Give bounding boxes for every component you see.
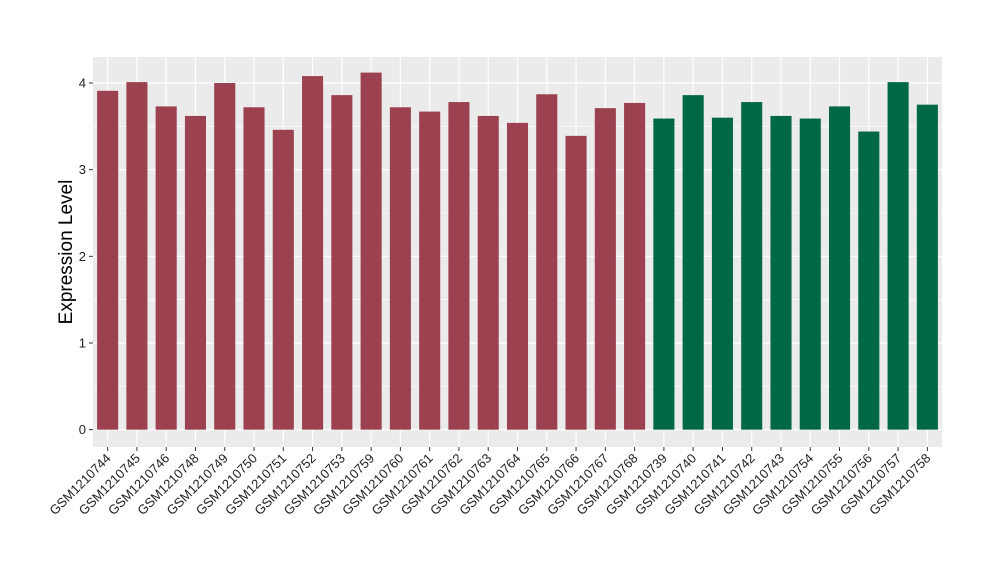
bar-gsm1210764 [506,122,529,430]
bar-gsm1210741 [711,117,733,430]
y-axis: 0 1 2 3 4 [79,76,93,437]
bar-gsm1210754 [799,118,821,430]
bar-gsm1210752 [302,76,324,430]
bar-gsm1210744 [97,90,119,430]
bar-gsm1210766 [565,135,587,430]
bar-gsm1210761 [419,111,441,430]
bars [97,72,938,430]
bar-gsm1210740 [682,95,704,430]
bar-gsm1210750 [243,107,265,430]
bar-gsm1210755 [828,106,851,430]
y-tick-label: 4 [79,76,86,91]
bar-gsm1210745 [126,82,148,430]
y-tick-label: 3 [79,162,86,177]
bar-gsm1210748 [184,115,207,430]
bar-gsm1210753 [331,95,353,430]
bar-gsm1210767 [594,108,616,430]
bar-gsm1210751 [272,129,294,430]
bar-gsm1210739 [653,118,675,430]
y-tick-label: 2 [79,249,86,264]
bar-gsm1210749 [214,83,236,430]
bar-gsm1210758 [916,104,938,430]
bar-gsm1210768 [624,102,646,430]
bar-gsm1210760 [389,107,411,430]
bar-gsm1210763 [477,115,499,430]
bar-gsm1210742 [741,102,763,430]
x-axis: GSM1210744GSM1210745GSM1210746GSM1210748… [46,447,933,518]
y-tick-label: 0 [79,422,86,437]
bar-gsm1210746 [155,106,177,430]
bar-gsm1210759 [360,72,382,430]
bar-gsm1210757 [887,82,909,430]
bar-gsm1210756 [858,131,880,430]
bar-gsm1210743 [770,115,792,430]
bar-gsm1210762 [448,102,470,430]
y-axis-title: Expression Level [56,180,77,325]
bar-gsm1210765 [536,94,558,430]
y-tick-label: 1 [79,336,86,351]
